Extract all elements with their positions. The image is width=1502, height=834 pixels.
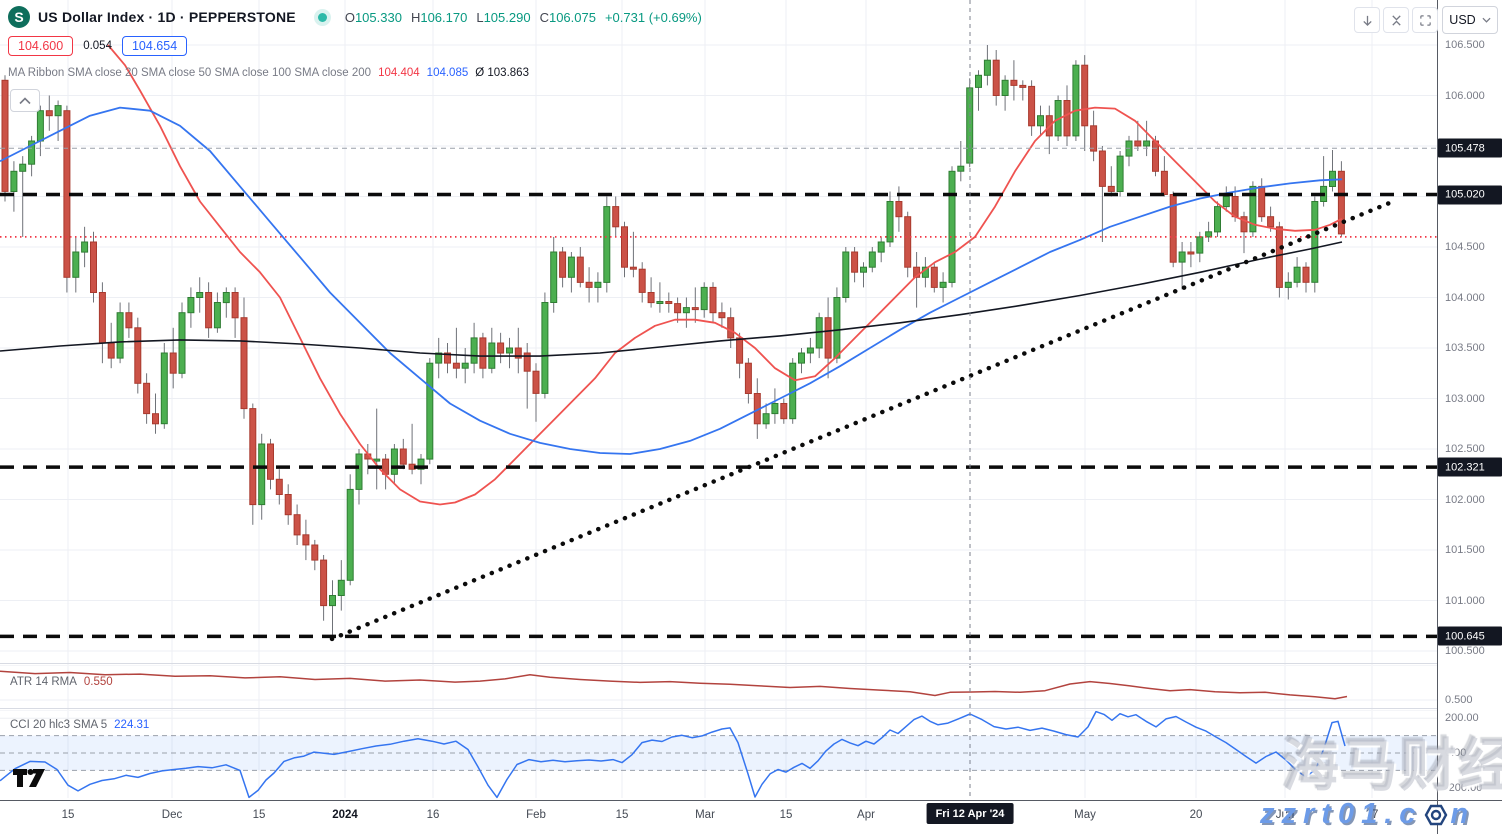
tradingview-logo-icon <box>13 769 45 787</box>
cci-tick: 0.00 <box>1445 747 1467 759</box>
price-axis[interactable]: 106.500 106.000 104.500 104.000 103.500 103.0… <box>1438 0 1502 800</box>
high-value: 106.170 <box>420 9 468 25</box>
price-tick: 104.500 <box>1445 241 1485 253</box>
sell-button[interactable]: 104.600 <box>8 36 74 56</box>
price-line-label: 100.645 <box>1438 626 1502 646</box>
time-label: 20 <box>1189 809 1203 821</box>
change-value: +0.731 (+0.69%) <box>604 9 702 25</box>
close-label: C <box>539 9 549 25</box>
watermark-site-prefix: zzrt01.c <box>1260 798 1423 830</box>
high-label: H <box>410 9 421 25</box>
price-tick: 103.000 <box>1445 392 1485 405</box>
symbol-logo: S <box>8 6 30 28</box>
time-label: 15 <box>61 809 75 821</box>
time-label: 17 <box>1365 809 1379 821</box>
time-label: Feb <box>526 809 546 821</box>
time-label: Mar <box>695 809 715 821</box>
currency-value: USD <box>1449 13 1476 27</box>
atr-legend[interactable]: ATR 14 RMA 0.550 <box>10 676 113 688</box>
tradingview-logo[interactable] <box>12 766 46 795</box>
time-axis[interactable]: 15 Dec 15 2024 16 Feb 15 Mar 15 Apr May 20 Jun 17 Fri … <box>0 800 1502 834</box>
price-line-label: 105.478 <box>1438 138 1502 158</box>
symbol-header: S US Dollar Index · 1D · PEPPERSTONE O10… <box>8 6 702 28</box>
time-label: 15 <box>779 809 793 821</box>
price-line-label: 105.020 <box>1438 185 1502 204</box>
watermark-cjk: 海马财经 <box>1282 734 1502 798</box>
ma-mid-value: 104.085 <box>426 67 469 79</box>
crosshair-date-label: Fri 12 Apr '24 <box>926 803 1014 824</box>
currency-dropdown[interactable]: USD <box>1442 6 1498 34</box>
ohlc-values: O105.330 H106.170 L105.290 C106.075 +0.7… <box>345 10 702 25</box>
time-label: 15 <box>615 809 629 821</box>
collapse-chevrons-icon <box>1391 14 1401 26</box>
atr-tick: 0.500 <box>1445 694 1473 706</box>
arrow-down-icon <box>1362 15 1372 26</box>
watermark-site: zzrt01.c n <box>1260 798 1475 831</box>
trade-panel: 104.600 0.054 104.654 <box>8 36 188 56</box>
collapse-pane-button[interactable] <box>1383 7 1409 33</box>
low-value: 105.290 <box>483 9 531 25</box>
time-label: 15 <box>252 809 266 821</box>
time-label: Jun <box>1275 809 1295 821</box>
spread-value: 0.054 <box>83 40 112 52</box>
watermark-site-suffix: n <box>1450 798 1476 830</box>
price-tick: 101.000 <box>1445 594 1485 607</box>
price-line-label: 102.321 <box>1438 457 1502 477</box>
close-value: 106.075 <box>548 9 596 25</box>
cci-value: 224.31 <box>114 719 150 731</box>
market-status-icon <box>317 12 327 22</box>
time-label: Dec <box>161 809 183 821</box>
chart-canvas[interactable] <box>0 0 1437 800</box>
chevron-up-icon <box>19 96 31 104</box>
collapse-legend-button[interactable] <box>10 89 40 112</box>
price-tick: 100.500 <box>1445 645 1485 657</box>
ma-ribbon-legend[interactable]: MA Ribbon SMA close 20 SMA close 50 SMA … <box>8 67 529 79</box>
price-tick: 102.000 <box>1445 493 1485 506</box>
chevron-down-icon <box>1482 17 1491 23</box>
open-value: 105.330 <box>354 9 402 25</box>
cci-label: CCI 20 hlc3 SMA 5 <box>10 719 108 731</box>
scroll-to-recent-button[interactable] <box>1354 7 1380 33</box>
price-tick: 102.500 <box>1445 443 1485 455</box>
price-tick: 106.500 <box>1445 39 1485 51</box>
low-label: L <box>476 9 484 25</box>
price-tick: 101.500 <box>1445 544 1485 556</box>
cci-legend[interactable]: CCI 20 hlc3 SMA 5 224.31 <box>10 719 149 731</box>
maximize-icon <box>1419 14 1431 26</box>
atr-label: ATR 14 RMA <box>10 676 77 688</box>
time-label: May <box>1074 809 1096 821</box>
ma-avg-value: Ø 103.863 <box>475 67 529 79</box>
buy-button[interactable]: 104.654 <box>121 36 188 56</box>
ma-ribbon-label: MA Ribbon SMA close 20 SMA close 50 SMA … <box>8 67 372 79</box>
price-tick: 106.000 <box>1445 89 1485 102</box>
maximize-pane-button[interactable] <box>1412 7 1438 33</box>
gear-icon <box>1425 804 1448 825</box>
open-label: O <box>344 9 355 25</box>
price-tick: 103.500 <box>1445 342 1485 354</box>
price-tick: 104.000 <box>1445 291 1485 304</box>
time-label: Apr <box>857 809 875 821</box>
axis-divider <box>1437 0 1438 834</box>
chart-svg[interactable] <box>0 0 1437 800</box>
ma-fast-value: 104.404 <box>378 67 420 79</box>
cci-tick: 200.00 <box>1445 712 1479 725</box>
atr-value: 0.550 <box>83 676 113 688</box>
time-label: 16 <box>426 809 440 821</box>
symbol-title[interactable]: US Dollar Index · 1D · PEPPERSTONE <box>38 9 296 25</box>
time-label: 2024 <box>332 809 358 821</box>
cci-tick: -200.00 <box>1445 781 1483 794</box>
